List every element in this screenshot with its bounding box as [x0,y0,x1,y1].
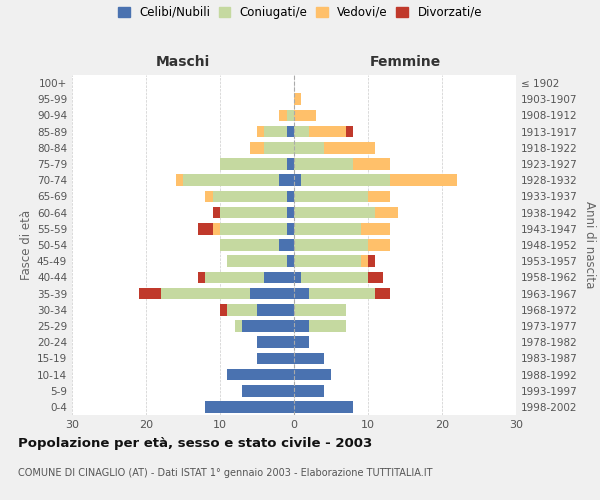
Bar [212,207,220,218]
Bar [139,288,161,300]
Bar [294,288,309,300]
Bar [294,336,309,348]
Bar [183,174,279,186]
Bar [294,401,353,412]
Bar [287,223,294,234]
Bar [294,126,309,138]
Bar [376,288,390,300]
Bar [309,126,346,138]
Bar [265,272,294,283]
Bar [265,126,287,138]
Bar [287,190,294,202]
Y-axis label: Fasce di età: Fasce di età [20,210,33,280]
Bar [294,256,361,267]
Bar [294,272,301,283]
Bar [227,304,257,316]
Bar [361,223,390,234]
Bar [376,207,398,218]
Bar [287,256,294,267]
Bar [242,385,294,396]
Bar [368,272,383,283]
Bar [294,110,316,122]
Bar [301,272,368,283]
Bar [294,304,346,316]
Bar [368,239,390,251]
Bar [294,239,368,251]
Bar [265,142,294,154]
Bar [361,256,368,267]
Bar [279,110,287,122]
Bar [257,336,294,348]
Bar [220,158,287,170]
Bar [212,223,220,234]
Bar [309,288,376,300]
Bar [257,352,294,364]
Bar [205,272,265,283]
Bar [323,142,376,154]
Bar [287,110,294,122]
Bar [368,190,390,202]
Legend: Celibi/Nubili, Coniugati/e, Vedovi/e, Divorzati/e: Celibi/Nubili, Coniugati/e, Vedovi/e, Di… [118,6,482,19]
Bar [227,368,294,380]
Bar [294,94,301,105]
Bar [205,401,294,412]
Bar [294,352,323,364]
Bar [287,158,294,170]
Bar [287,207,294,218]
Bar [353,158,390,170]
Text: Maschi: Maschi [156,54,210,68]
Bar [294,320,309,332]
Text: Femmine: Femmine [370,54,440,68]
Bar [294,158,353,170]
Bar [294,190,368,202]
Bar [235,320,242,332]
Bar [294,174,301,186]
Bar [294,207,376,218]
Bar [250,142,265,154]
Bar [250,288,294,300]
Bar [220,223,287,234]
Bar [294,142,323,154]
Bar [220,239,279,251]
Bar [198,272,205,283]
Bar [205,190,212,202]
Text: Popolazione per età, sesso e stato civile - 2003: Popolazione per età, sesso e stato civil… [18,438,372,450]
Bar [220,304,227,316]
Bar [301,174,390,186]
Bar [161,288,250,300]
Bar [294,385,323,396]
Y-axis label: Anni di nascita: Anni di nascita [583,202,596,288]
Bar [227,256,287,267]
Bar [309,320,346,332]
Bar [198,223,212,234]
Text: COMUNE DI CINAGLIO (AT) - Dati ISTAT 1° gennaio 2003 - Elaborazione TUTTITALIA.I: COMUNE DI CINAGLIO (AT) - Dati ISTAT 1° … [18,468,433,477]
Bar [294,368,331,380]
Bar [287,126,294,138]
Bar [220,207,287,218]
Bar [257,304,294,316]
Bar [176,174,183,186]
Bar [257,126,265,138]
Bar [242,320,294,332]
Bar [346,126,353,138]
Bar [279,174,294,186]
Bar [368,256,376,267]
Bar [212,190,287,202]
Bar [294,223,361,234]
Bar [279,239,294,251]
Bar [390,174,457,186]
